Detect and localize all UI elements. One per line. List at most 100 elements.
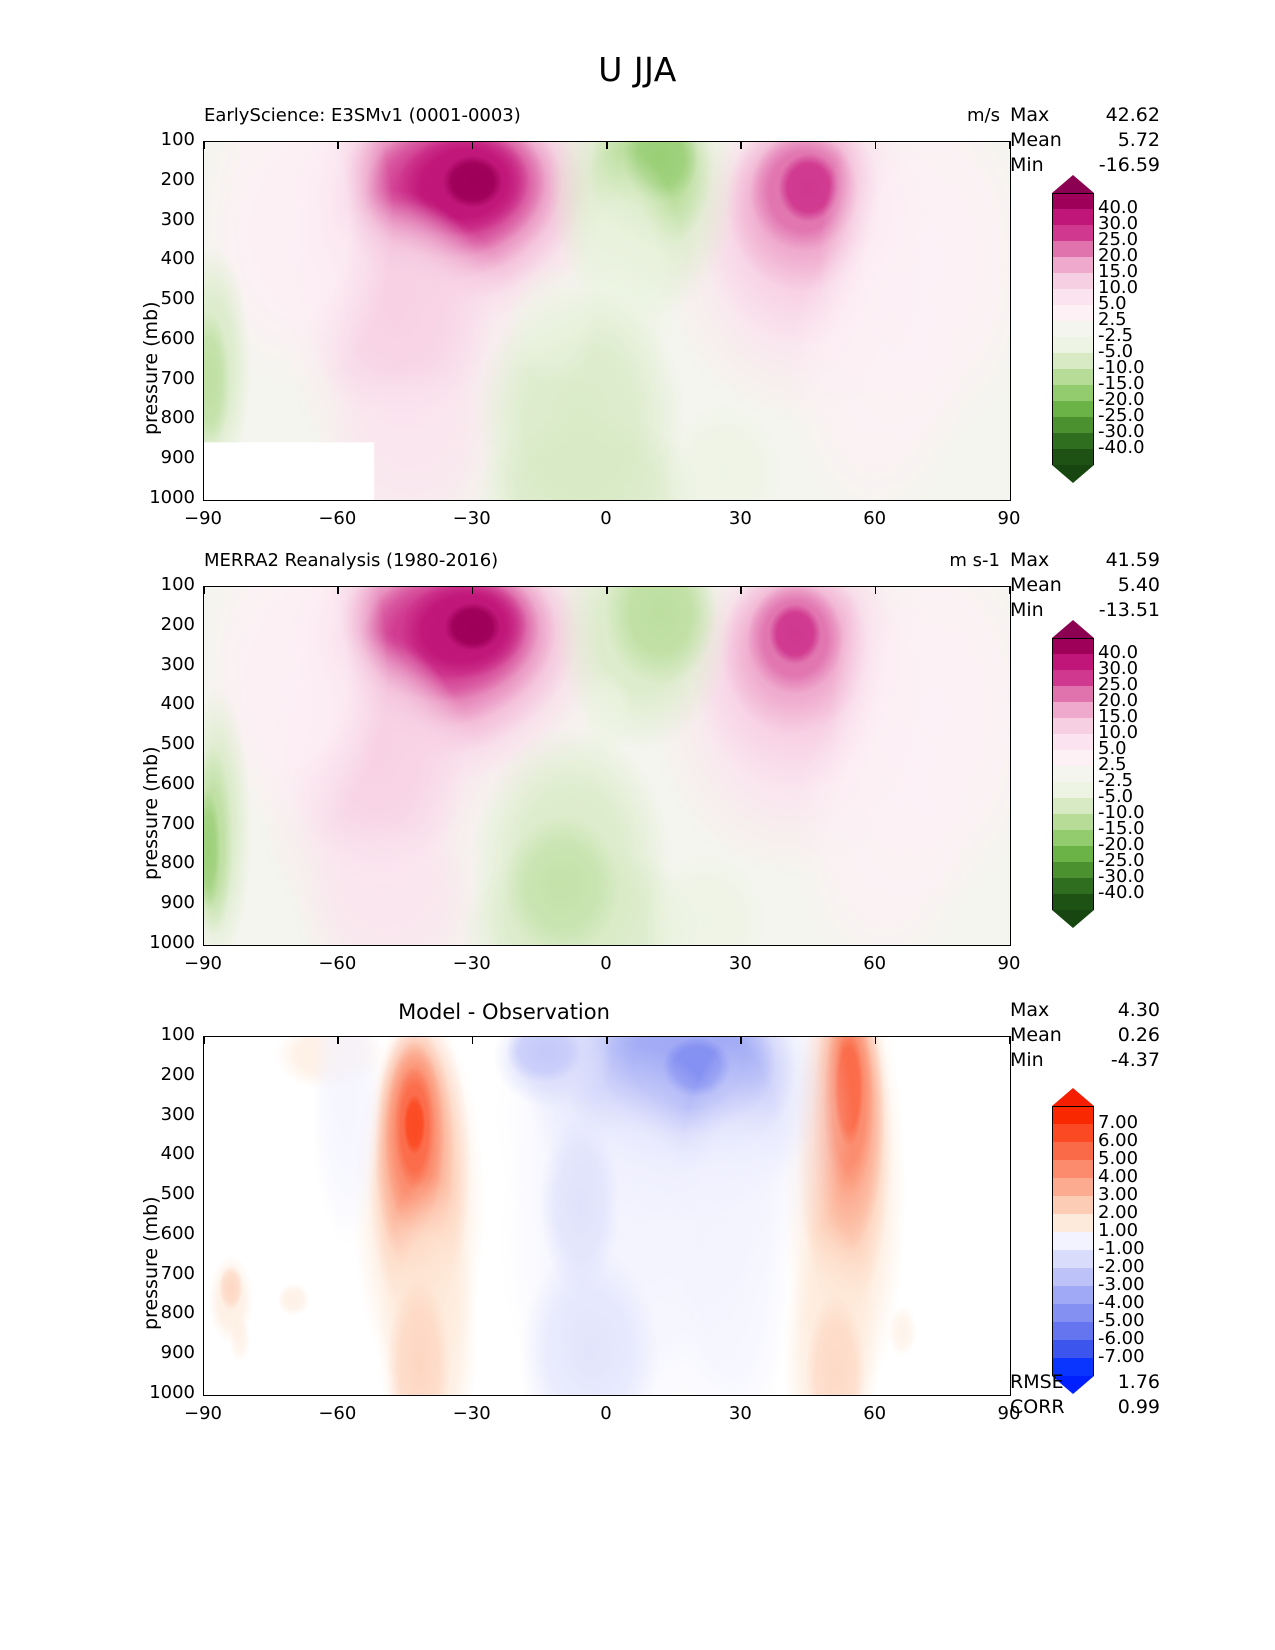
colorbar-tick-label: 2.5 <box>1098 309 1127 330</box>
colorbar-segment <box>1052 433 1094 449</box>
y-tick-mark <box>203 666 204 668</box>
colorbar-tick-label: -20.0 <box>1098 834 1145 855</box>
colorbar-segment <box>1052 401 1094 417</box>
panel-header: MERRA2 Reanalysis (1980-2016) m s-1 <box>0 550 1275 576</box>
colorbar-segment <box>1052 1106 1094 1124</box>
x-tick-label: 90 <box>997 508 1021 529</box>
y-tick-mark <box>203 1354 204 1356</box>
colorbar-segment <box>1052 1286 1094 1304</box>
panel-title-model: EarlyScience: E3SMv1 (0001-0003) <box>204 105 521 126</box>
contour-svg <box>204 587 1010 945</box>
stat-value: 5.40 <box>1117 574 1160 596</box>
y-tick-mark <box>203 1314 204 1316</box>
y-tick-label: 1000 <box>149 487 195 508</box>
plot-area-model <box>203 141 1011 501</box>
colorbar-segment <box>1052 1124 1094 1142</box>
stat-key: Max <box>1010 104 1050 126</box>
contour-field-model <box>204 142 1010 500</box>
colorbar-segment <box>1052 337 1094 353</box>
colorbar-tick-label: 25.0 <box>1098 674 1139 695</box>
y-tick-label: 600 <box>160 772 195 794</box>
colorbar-segment <box>1052 353 1094 369</box>
colorbar-tick-label: 3.00 <box>1098 1184 1139 1205</box>
colorbar-tick-label: 20.0 <box>1098 690 1139 711</box>
x-tick-label: 0 <box>600 508 612 529</box>
y-tick-label: 400 <box>160 248 195 270</box>
colorbar-tick-label: 1.00 <box>1098 1220 1139 1241</box>
contour-blob <box>403 1094 426 1155</box>
colorbar-segment <box>1052 878 1094 894</box>
colorbar-tick-label: -1.00 <box>1098 1238 1145 1259</box>
stat-key: Mean <box>1010 129 1062 151</box>
y-tick-mark <box>203 745 204 747</box>
metric-row: RMSE 1.76 <box>1010 1370 1160 1395</box>
panel-units-observation: m s-1 <box>949 550 1000 571</box>
contour-blob <box>519 1245 660 1395</box>
colorbar-extend-bottom <box>1052 465 1094 483</box>
y-tick-label: 700 <box>160 1262 195 1284</box>
y-tick-mark <box>203 944 204 946</box>
colorbar-segment <box>1052 1232 1094 1250</box>
stat-row: Max 42.62 <box>1010 103 1160 128</box>
y-tick-label: 500 <box>160 288 195 310</box>
colorbar-tick-label: -30.0 <box>1098 866 1145 887</box>
y-tick-label: 1000 <box>149 932 195 953</box>
y-tick-mark <box>203 340 204 342</box>
colorbar-segment <box>1052 862 1094 878</box>
x-tick-label: 30 <box>728 1403 752 1424</box>
colorbar-segment <box>1052 1250 1094 1268</box>
colorbar-segment <box>1052 846 1094 862</box>
colorbar-tick-label: 40.0 <box>1098 197 1139 218</box>
colorbar-model: 40.0 30.0 25.0 20.0 15.0 10.0 5.0 2.5 -2.5 -5.0 -1… <box>1052 175 1145 483</box>
contour-blob <box>218 1265 243 1310</box>
x-tick-mark <box>1009 1037 1010 1044</box>
y-tick-mark <box>203 419 204 421</box>
colorbar-tick-label: -40.0 <box>1098 882 1145 903</box>
colorbar-tick-label: -5.0 <box>1098 786 1134 807</box>
y-tick-label: 900 <box>160 1342 195 1364</box>
colorbar-segment <box>1052 686 1094 702</box>
stat-key: Mean <box>1010 1024 1062 1046</box>
y-tick-label: 500 <box>160 1183 195 1205</box>
x-tick-mark <box>606 142 608 149</box>
stat-key: Max <box>1010 549 1050 571</box>
contour-blob <box>506 1037 583 1083</box>
colorbar-tick-label: 2.5 <box>1098 754 1127 775</box>
colorbar-extend-bottom <box>1052 1376 1094 1394</box>
stats-block-difference: Max 4.30 Mean 0.26 Min -4.37 <box>1010 998 1160 1073</box>
x-tick-mark <box>874 587 877 594</box>
y-tick-mark <box>203 825 204 827</box>
stat-value: 0.26 <box>1117 1024 1160 1046</box>
colorbar-segment <box>1052 718 1094 734</box>
y-tick-label: 200 <box>160 1063 195 1085</box>
colorbar-tick-label: -3.00 <box>1098 1274 1145 1295</box>
stat-row: Min -16.59 <box>1010 153 1160 178</box>
colorbar-segment <box>1052 702 1094 718</box>
colorbar-tick-label: 10.0 <box>1098 277 1139 298</box>
y-tick-label: 1000 <box>149 1382 195 1403</box>
panel-title-observation: MERRA2 Reanalysis (1980-2016) <box>204 550 499 571</box>
colorbar-tick-label: 5.0 <box>1098 738 1127 759</box>
colorbar-segment <box>1052 670 1094 686</box>
y-tick-label: 100 <box>160 1024 195 1045</box>
colorbar-tick-label: 2.00 <box>1098 1202 1139 1223</box>
colorbar-tick-label: -2.5 <box>1098 770 1134 791</box>
x-tick-mark <box>740 142 742 149</box>
colorbar-tick-label: -5.00 <box>1098 1310 1145 1331</box>
x-tick-label: −60 <box>318 953 357 974</box>
contour-blob <box>785 230 966 500</box>
stat-value: 5.72 <box>1117 129 1160 151</box>
x-tick-mark <box>606 1037 608 1044</box>
colorbar-tick-label: 6.00 <box>1098 1130 1139 1151</box>
y-tick-mark <box>203 1275 204 1277</box>
x-tick-mark <box>606 587 608 594</box>
y-tick-label: 300 <box>160 653 195 675</box>
colorbar-segment <box>1052 734 1094 750</box>
metric-key: CORR <box>1010 1396 1065 1418</box>
colorbar-tick-label: -5.0 <box>1098 341 1134 362</box>
stat-key: Max <box>1010 999 1050 1021</box>
page-title: U JJA <box>598 50 677 89</box>
x-tick-mark <box>1009 587 1010 594</box>
contour-blob <box>294 823 491 945</box>
y-tick-label: 600 <box>160 327 195 349</box>
